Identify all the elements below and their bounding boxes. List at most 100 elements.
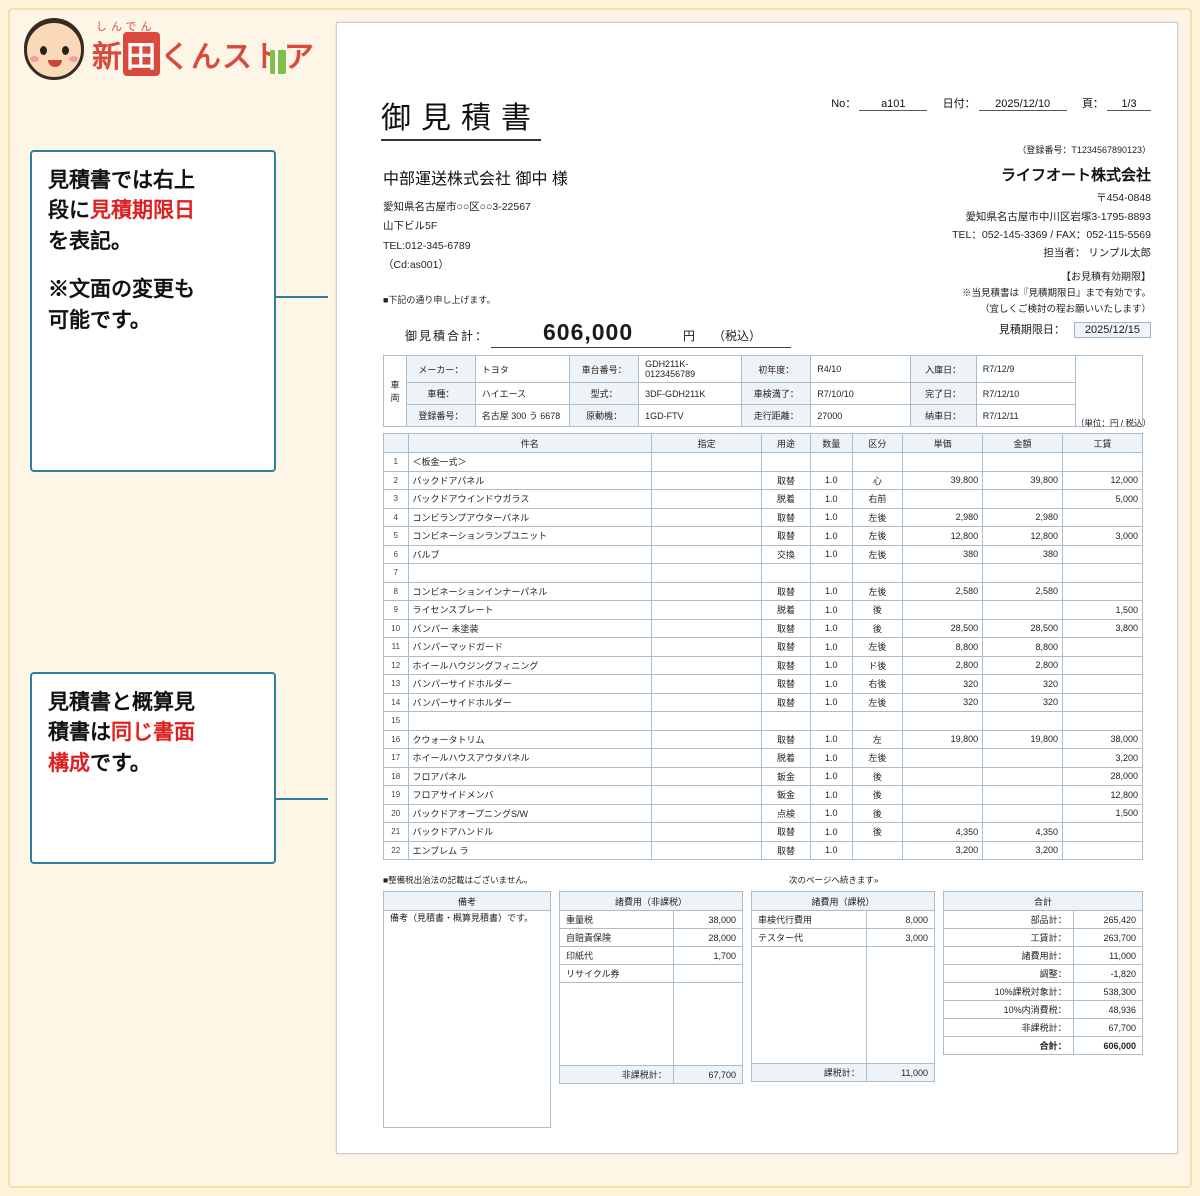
document-title: 御見積書 [381,93,541,141]
logo-word-3: くんストア [160,41,315,74]
item-use: 鈑金 [761,766,811,786]
item-name: バックドアパネル [407,470,653,490]
item-price [902,785,984,805]
item-amount [982,785,1064,805]
table-row: 調整： -1,820 [943,964,1144,983]
nontax-row-value: 1,700 [672,946,744,965]
item-wage [1062,822,1143,842]
items-col-kbn: 区分 [851,433,904,453]
supplier-staff: 担当者： リンプル太郎 [1043,247,1151,260]
item-name: バックドアウインドウガラス [407,489,653,509]
item-kbn [851,563,904,583]
item-wage [1062,452,1143,472]
item-spec [651,581,763,601]
item-name: コンビネーションインナーパネル [407,581,653,601]
vehicle-value: トヨタ [474,355,571,383]
item-name [407,563,653,583]
item-spec [651,692,763,712]
items-col-qty: 数量 [809,433,853,453]
item-amount: 3,200 [982,840,1064,860]
item-qty: 1.0 [809,803,853,823]
item-use: 取替 [761,581,811,601]
vehicle-label: 納車日： [909,404,977,427]
table-row: 15 [383,711,1143,731]
item-name: ライセンスプレート [407,600,653,620]
item-spec [651,637,763,657]
nontax-row-value: 38,000 [672,910,744,929]
vehicle-label: 車台番号： [569,355,640,383]
logo-blush-left [30,56,39,62]
logo-word-2: 田 [123,32,160,76]
item-spec [651,674,763,694]
item-spec [651,785,763,805]
vehicle-label: 車種： [405,382,476,405]
vehicle-value: R7/12/9 [975,355,1077,383]
item-name: バンパー 未塗装 [407,618,653,638]
item-kbn: 左後 [851,581,904,601]
item-amount [982,563,1064,583]
item-qty: 1.0 [809,655,853,675]
item-use: 脱着 [761,600,811,620]
vehicle-label: 型式： [569,382,640,405]
item-wage [1062,711,1143,731]
table-row: 11 バンパーマッドガード 取替 1.0 左後 8,800 8,800 [383,637,1143,657]
item-use: 鈑金 [761,785,811,805]
item-price: 320 [902,692,984,712]
vehicle-value: GDH211K-0123456789 [638,355,743,383]
item-kbn: 後 [851,766,904,786]
table-row: 19 フロアサイドメンバ 鈑金 1.0 後 12,800 [383,785,1143,805]
item-spec [651,618,763,638]
item-price: 2,980 [902,507,984,527]
summary-row-value: 538,300 [1072,982,1144,1001]
no: 5 [383,526,409,546]
item-spec [651,803,763,823]
unit-note: （単位：円 / 税込） [1075,418,1151,428]
item-use [761,711,811,731]
nontax-header: 諸費用（非課税） [559,891,743,911]
summary-row-label: 10%課税対象計： [943,982,1074,1001]
grand-total-row: 御見積合計： 606,000 円 （税込） [383,319,1143,351]
table-row: 16 クウォータトリム 取替 1.0 左 19,800 19,800 38,000 [383,729,1143,749]
no: 18 [383,766,409,786]
table-row: 諸費用計： 11,000 [943,946,1144,965]
table-row: 工賃計： 263,700 [943,928,1144,947]
item-use: 取替 [761,507,811,527]
table-row: 重量税 38,000 [559,910,744,929]
item-kbn [851,840,904,860]
item-kbn: 左後 [851,692,904,712]
callout-line: ※文面の変更も [48,278,195,302]
no: 1 [383,452,409,472]
item-price [902,563,984,583]
item-name: バルブ [407,544,653,564]
item-wage: 1,500 [1062,600,1143,620]
item-qty: 1.0 [809,544,853,564]
item-kbn: 右後 [851,674,904,694]
callout-line: 可能です。 [48,308,151,332]
item-name: クウォータトリム [407,729,653,749]
item-price: 2,580 [902,581,984,601]
vehicle-value: 27000 [810,404,911,427]
vehicle-section-label: 車両 [383,355,407,427]
item-price [902,452,984,472]
logo-word-1: 新 [92,41,123,74]
item-amount: 2,800 [982,655,1064,675]
item-use: 脱着 [761,489,811,509]
item-price [902,748,984,768]
item-wage [1062,692,1143,712]
item-amount: 320 [982,692,1064,712]
customer-details: 愛知県名古屋市○○区○○3-22567 山下ビル5F TEL:012-345-6… [383,198,531,276]
item-price: 28,500 [902,618,984,638]
supplier-block: ライフオート株式会社 〒454-0848 愛知県名古屋市中川区岩塚3-1795-… [952,163,1151,263]
item-spec [651,711,763,731]
vehicle-value: 3DF-GDH211K [638,382,743,405]
vehicle-label: 完了日： [909,382,977,405]
table-row: 4 コンビランプアウターパネル 取替 1.0 左後 2,980 2,980 [383,507,1143,527]
callout-leader-line [276,296,328,298]
vehicle-value: ハイエース [474,382,571,405]
vehicle-label: 車検満了： [741,382,812,405]
supplier-address: 愛知県名古屋市中川区岩塚3-1795-8893 [965,210,1151,223]
grand-total-yen: 円 [683,329,696,343]
callout-line: 段に見積期限日 [48,199,195,223]
summary-row-value: 67,700 [1072,1018,1144,1037]
item-amount: 2,580 [982,581,1064,601]
